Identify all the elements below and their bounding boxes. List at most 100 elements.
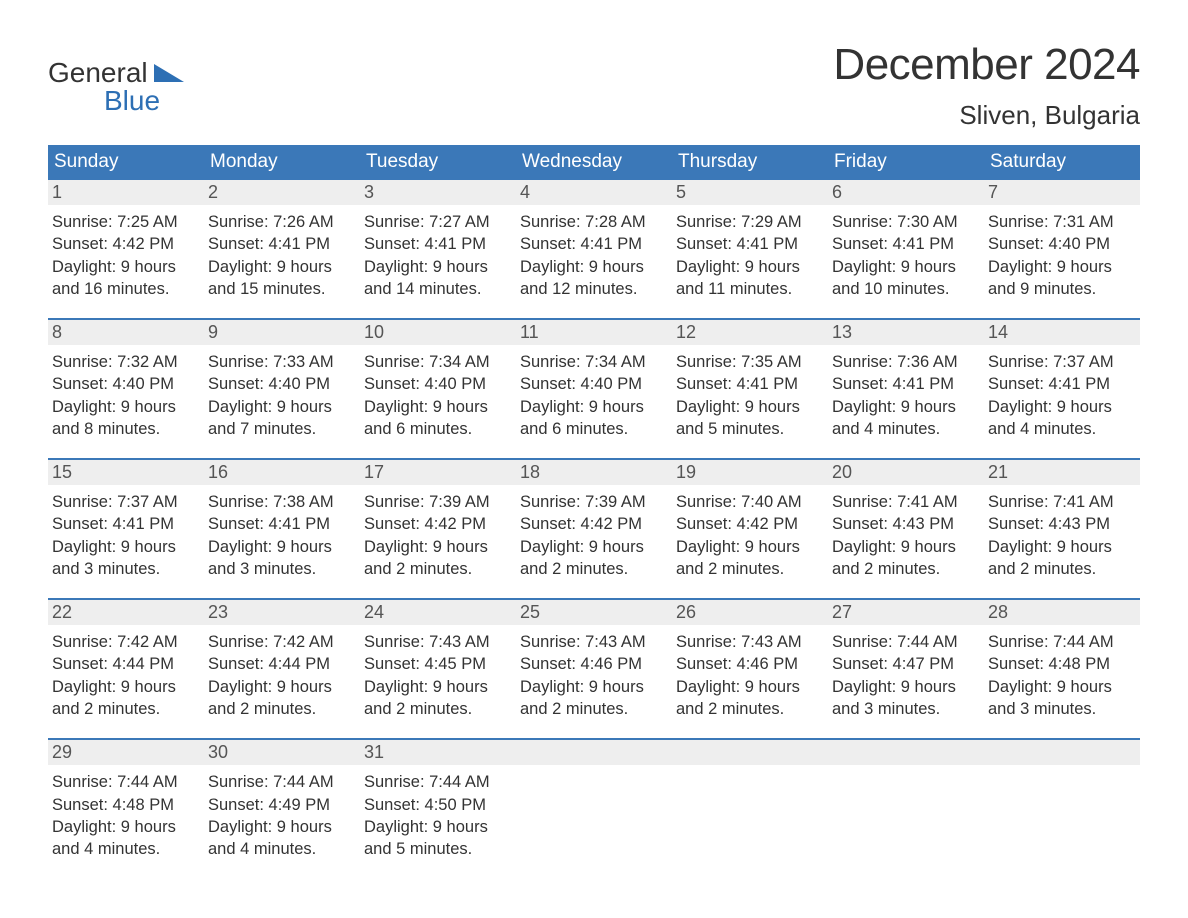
sunset-text: Sunset: 4:41 PM [676, 233, 824, 255]
header-row: General Blue December 2024 Sliven, Bulga… [48, 40, 1140, 139]
sunset-text: Sunset: 4:48 PM [52, 794, 200, 816]
sunset-text: Sunset: 4:40 PM [364, 373, 512, 395]
day-body: Sunrise: 7:44 AMSunset: 4:49 PMDaylight:… [204, 765, 360, 860]
sunset-text: Sunset: 4:45 PM [364, 653, 512, 675]
sunrise-text: Sunrise: 7:27 AM [364, 211, 512, 233]
daylight-text: Daylight: 9 hours and 14 minutes. [364, 256, 512, 301]
day-body: Sunrise: 7:37 AMSunset: 4:41 PMDaylight:… [48, 485, 204, 580]
day-body [516, 765, 672, 775]
day-number: 17 [360, 460, 516, 485]
sunset-text: Sunset: 4:41 PM [676, 373, 824, 395]
day-number: 31 [360, 740, 516, 765]
day-number: 15 [48, 460, 204, 485]
day-number: 10 [360, 320, 516, 345]
day-number: 12 [672, 320, 828, 345]
sunrise-text: Sunrise: 7:44 AM [988, 631, 1136, 653]
calendar-day: 9Sunrise: 7:33 AMSunset: 4:40 PMDaylight… [204, 320, 360, 440]
sunrise-text: Sunrise: 7:39 AM [520, 491, 668, 513]
sunrise-text: Sunrise: 7:34 AM [364, 351, 512, 373]
calendar-header: Sunday Monday Tuesday Wednesday Thursday… [48, 145, 1140, 178]
day-body: Sunrise: 7:28 AMSunset: 4:41 PMDaylight:… [516, 205, 672, 300]
day-body: Sunrise: 7:36 AMSunset: 4:41 PMDaylight:… [828, 345, 984, 440]
sunrise-text: Sunrise: 7:40 AM [676, 491, 824, 513]
day-number: 4 [516, 180, 672, 205]
day-number: 26 [672, 600, 828, 625]
day-label-sunday: Sunday [48, 146, 204, 178]
calendar-day [672, 740, 828, 860]
calendar-day: 1Sunrise: 7:25 AMSunset: 4:42 PMDaylight… [48, 180, 204, 300]
sunset-text: Sunset: 4:41 PM [520, 233, 668, 255]
day-number: 9 [204, 320, 360, 345]
calendar-day [516, 740, 672, 860]
day-body: Sunrise: 7:30 AMSunset: 4:41 PMDaylight:… [828, 205, 984, 300]
daylight-text: Daylight: 9 hours and 4 minutes. [52, 816, 200, 861]
logo-text-blue: Blue [104, 85, 160, 116]
sunrise-text: Sunrise: 7:44 AM [52, 771, 200, 793]
daylight-text: Daylight: 9 hours and 4 minutes. [832, 396, 980, 441]
calendar-day: 26Sunrise: 7:43 AMSunset: 4:46 PMDayligh… [672, 600, 828, 720]
day-number [828, 740, 984, 765]
generalblue-logo: General Blue [48, 40, 198, 118]
daylight-text: Daylight: 9 hours and 2 minutes. [364, 676, 512, 721]
day-label-monday: Monday [204, 146, 360, 178]
sunrise-text: Sunrise: 7:28 AM [520, 211, 668, 233]
sunrise-text: Sunrise: 7:31 AM [988, 211, 1136, 233]
sunset-text: Sunset: 4:41 PM [988, 373, 1136, 395]
calendar-day: 10Sunrise: 7:34 AMSunset: 4:40 PMDayligh… [360, 320, 516, 440]
calendar-day: 24Sunrise: 7:43 AMSunset: 4:45 PMDayligh… [360, 600, 516, 720]
calendar-day: 21Sunrise: 7:41 AMSunset: 4:43 PMDayligh… [984, 460, 1140, 580]
sunrise-text: Sunrise: 7:37 AM [52, 491, 200, 513]
sunrise-text: Sunrise: 7:37 AM [988, 351, 1136, 373]
daylight-text: Daylight: 9 hours and 2 minutes. [676, 676, 824, 721]
day-body: Sunrise: 7:41 AMSunset: 4:43 PMDaylight:… [984, 485, 1140, 580]
daylight-text: Daylight: 9 hours and 10 minutes. [832, 256, 980, 301]
day-label-wednesday: Wednesday [516, 146, 672, 178]
daylight-text: Daylight: 9 hours and 2 minutes. [988, 536, 1136, 581]
sunrise-text: Sunrise: 7:25 AM [52, 211, 200, 233]
calendar-day: 20Sunrise: 7:41 AMSunset: 4:43 PMDayligh… [828, 460, 984, 580]
day-number: 13 [828, 320, 984, 345]
location-label: Sliven, Bulgaria [833, 100, 1140, 131]
day-body: Sunrise: 7:44 AMSunset: 4:50 PMDaylight:… [360, 765, 516, 860]
sunrise-text: Sunrise: 7:29 AM [676, 211, 824, 233]
sunrise-text: Sunrise: 7:41 AM [988, 491, 1136, 513]
calendar-day: 2Sunrise: 7:26 AMSunset: 4:41 PMDaylight… [204, 180, 360, 300]
day-number: 11 [516, 320, 672, 345]
day-number: 2 [204, 180, 360, 205]
daylight-text: Daylight: 9 hours and 3 minutes. [832, 676, 980, 721]
title-block: December 2024 Sliven, Bulgaria [833, 40, 1140, 139]
day-number: 14 [984, 320, 1140, 345]
sunrise-text: Sunrise: 7:39 AM [364, 491, 512, 513]
day-number: 23 [204, 600, 360, 625]
page-container: General Blue December 2024 Sliven, Bulga… [0, 0, 1188, 860]
calendar-day: 4Sunrise: 7:28 AMSunset: 4:41 PMDaylight… [516, 180, 672, 300]
sunrise-text: Sunrise: 7:34 AM [520, 351, 668, 373]
day-body: Sunrise: 7:44 AMSunset: 4:48 PMDaylight:… [984, 625, 1140, 720]
sunrise-text: Sunrise: 7:42 AM [52, 631, 200, 653]
day-number [984, 740, 1140, 765]
day-label-friday: Friday [828, 146, 984, 178]
calendar-day: 22Sunrise: 7:42 AMSunset: 4:44 PMDayligh… [48, 600, 204, 720]
calendar-day: 17Sunrise: 7:39 AMSunset: 4:42 PMDayligh… [360, 460, 516, 580]
day-body: Sunrise: 7:26 AMSunset: 4:41 PMDaylight:… [204, 205, 360, 300]
day-number: 22 [48, 600, 204, 625]
day-body: Sunrise: 7:29 AMSunset: 4:41 PMDaylight:… [672, 205, 828, 300]
day-number: 6 [828, 180, 984, 205]
sunset-text: Sunset: 4:44 PM [52, 653, 200, 675]
day-body: Sunrise: 7:42 AMSunset: 4:44 PMDaylight:… [48, 625, 204, 720]
sunrise-text: Sunrise: 7:44 AM [364, 771, 512, 793]
sunset-text: Sunset: 4:40 PM [52, 373, 200, 395]
page-title: December 2024 [833, 40, 1140, 90]
day-body: Sunrise: 7:44 AMSunset: 4:47 PMDaylight:… [828, 625, 984, 720]
calendar-day: 25Sunrise: 7:43 AMSunset: 4:46 PMDayligh… [516, 600, 672, 720]
sunset-text: Sunset: 4:50 PM [364, 794, 512, 816]
day-number: 19 [672, 460, 828, 485]
day-body: Sunrise: 7:37 AMSunset: 4:41 PMDaylight:… [984, 345, 1140, 440]
logo-text-general: General [48, 58, 148, 88]
logo-flag-icon [154, 64, 184, 82]
daylight-text: Daylight: 9 hours and 6 minutes. [520, 396, 668, 441]
calendar-day: 7Sunrise: 7:31 AMSunset: 4:40 PMDaylight… [984, 180, 1140, 300]
sunset-text: Sunset: 4:49 PM [208, 794, 356, 816]
daylight-text: Daylight: 9 hours and 4 minutes. [988, 396, 1136, 441]
sunset-text: Sunset: 4:43 PM [832, 513, 980, 535]
